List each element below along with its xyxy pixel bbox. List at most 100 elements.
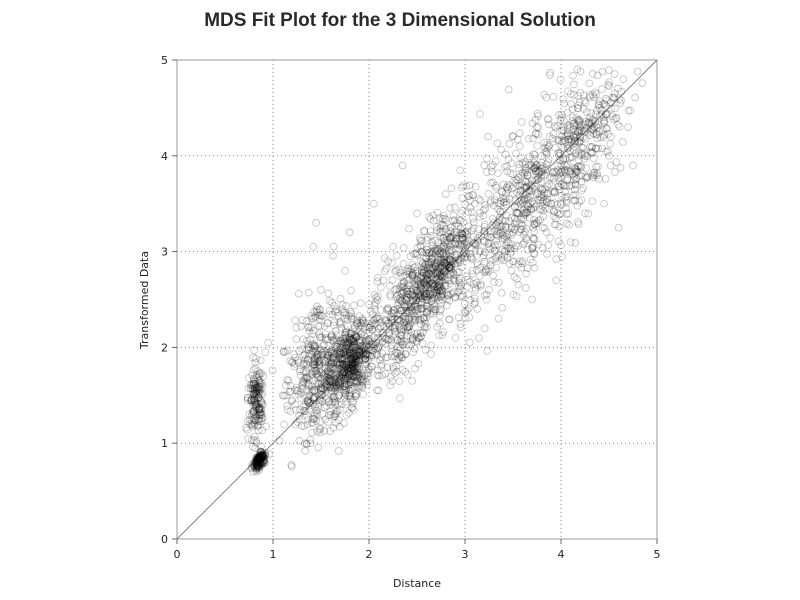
scatter-point (327, 383, 336, 392)
scatter-point (355, 357, 363, 365)
scatter-point (474, 195, 483, 203)
scatter-point (348, 355, 357, 364)
scatter-point (488, 161, 497, 169)
scatter-point (413, 305, 422, 314)
scatter-point (438, 295, 447, 304)
scatter-point (517, 263, 526, 272)
scatter-point (460, 239, 468, 248)
scatter-point (439, 248, 448, 257)
scatter-point (298, 316, 307, 324)
scatter-point (515, 219, 524, 228)
scatter-point (259, 451, 267, 459)
scatter-point (256, 454, 265, 462)
scatter-point (336, 320, 345, 328)
scatter-point (385, 335, 394, 343)
scatter-point (250, 400, 259, 409)
scatter-point (562, 181, 571, 190)
scatter-point (301, 373, 310, 382)
scatter-point (444, 291, 452, 300)
scatter-point (403, 289, 412, 298)
scatter-point (538, 223, 547, 232)
scatter-point (312, 382, 320, 391)
scatter-point (346, 364, 355, 372)
scatter-point (413, 287, 421, 296)
scatter-point (409, 335, 418, 344)
scatter-point (439, 211, 448, 220)
scatter-point (411, 280, 420, 288)
scatter-point (349, 371, 358, 380)
scatter-point (423, 245, 431, 254)
scatter-point (250, 395, 259, 404)
scatter-point (411, 300, 420, 308)
scatter-point (253, 459, 262, 468)
scatter-point (459, 242, 468, 251)
scatter-point (350, 339, 359, 348)
scatter-point (245, 374, 253, 382)
scatter-point (329, 355, 337, 363)
scatter-point (349, 353, 357, 362)
scatter-point (531, 167, 540, 176)
scatter-point (250, 462, 258, 470)
scatter-point (252, 455, 261, 464)
scatter-point (594, 162, 602, 171)
scatter-point (345, 370, 353, 379)
scatter-point (482, 266, 491, 274)
scatter-point (350, 349, 359, 358)
scatter-point (341, 344, 350, 352)
scatter-point (530, 263, 539, 272)
scatter-point (426, 227, 435, 235)
scatter-point (416, 257, 425, 265)
scatter-point (250, 375, 258, 384)
scatter-point (327, 386, 336, 395)
scatter-point (402, 308, 411, 317)
scatter-point (545, 205, 554, 214)
scatter-point (257, 400, 266, 408)
scatter-point (542, 150, 551, 158)
scatter-point (376, 322, 385, 331)
scatter-point (429, 216, 438, 225)
scatter-point (338, 305, 346, 313)
scatter-point (347, 359, 355, 368)
scatter-point (436, 286, 445, 295)
scatter-point (458, 206, 467, 215)
scatter-point (251, 390, 260, 399)
scatter-point (532, 160, 541, 169)
scatter-point (344, 337, 352, 346)
scatter-point (340, 348, 348, 356)
scatter-point (251, 463, 260, 472)
scatter-point (514, 181, 523, 190)
scatter-point (336, 354, 345, 363)
scatter-point (254, 462, 262, 471)
scatter-point (555, 210, 563, 219)
scatter-point (513, 176, 522, 184)
scatter-point (338, 343, 346, 352)
scatter-point (360, 331, 369, 340)
scatter-point (347, 363, 355, 372)
scatter-point (544, 142, 553, 151)
scatter-point (415, 294, 424, 302)
scatter-point (461, 229, 470, 238)
scatter-point (441, 244, 450, 253)
scatter-point (320, 378, 329, 387)
scatter-point (256, 410, 264, 418)
scatter-point (342, 369, 351, 378)
scatter-point (594, 120, 602, 129)
scatter-point (333, 369, 342, 378)
scatter-point (313, 302, 321, 311)
scatter-point (324, 389, 333, 398)
scatter-point (368, 310, 377, 319)
scatter-point (577, 196, 586, 204)
scatter-point (255, 454, 264, 463)
scatter-point (441, 281, 450, 290)
scatter-point (331, 378, 340, 387)
scatter-point (417, 305, 426, 314)
scatter-point (489, 219, 498, 227)
scatter-point (340, 368, 349, 376)
scatter-point (339, 334, 348, 343)
scatter-point (523, 171, 532, 180)
scatter-point (527, 187, 536, 196)
scatter-point (638, 79, 647, 87)
scatter-point (370, 342, 379, 351)
scatter-point (328, 354, 336, 362)
scatter-point (433, 222, 441, 231)
